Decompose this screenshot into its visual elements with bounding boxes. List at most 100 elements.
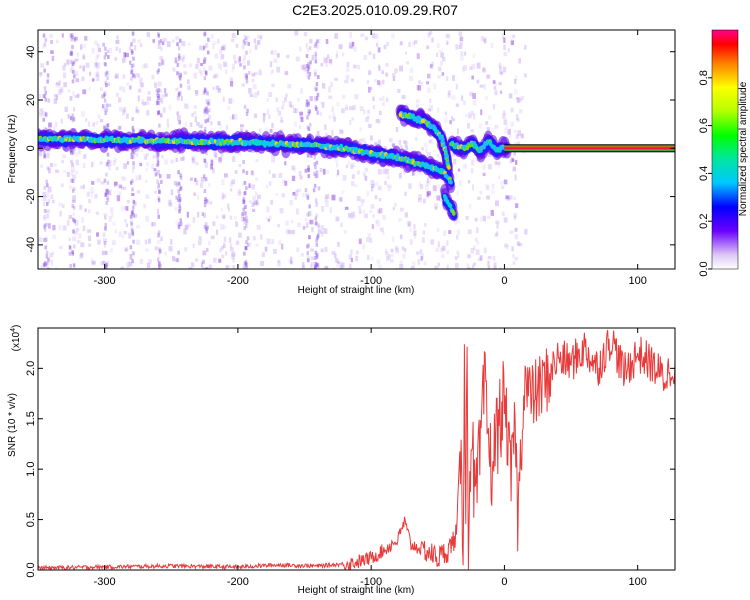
noise-speck: [509, 230, 514, 235]
noise-speck: [411, 171, 415, 176]
noise-speck: [156, 179, 159, 184]
noise-streak: [243, 216, 246, 221]
noise-speck: [281, 179, 285, 184]
noise-speck: [81, 76, 85, 82]
noise-speck: [101, 94, 106, 99]
noise-speck: [469, 114, 472, 119]
noise-streak: [156, 90, 160, 95]
noise-speck: [313, 86, 318, 91]
x-tick-label: 100: [629, 275, 647, 287]
noise-speck: [97, 239, 101, 245]
noise-streak: [316, 263, 320, 268]
noise-speck: [331, 106, 334, 113]
noise-streak: [71, 113, 75, 118]
noise-streak: [245, 223, 248, 228]
noise-speck: [70, 159, 73, 164]
noise-speck: [50, 194, 54, 200]
noise-speck: [235, 43, 239, 48]
noise-speck: [251, 170, 255, 177]
noise-speck: [103, 244, 106, 248]
noise-speck: [145, 248, 149, 252]
noise-speck: [399, 260, 403, 265]
noise-speck: [446, 250, 450, 254]
noise-speck: [443, 230, 447, 236]
noise-speck: [241, 213, 244, 218]
noise-speck: [43, 127, 47, 131]
noise-speck: [184, 224, 189, 230]
noise-speck: [210, 121, 213, 126]
noise-speck: [114, 157, 117, 163]
noise-streak: [105, 162, 109, 167]
noise-speck: [294, 194, 297, 201]
noise-speck: [273, 50, 277, 56]
noise-speck: [164, 159, 168, 165]
noise-speck: [145, 153, 149, 157]
noise-streak: [203, 158, 206, 163]
noise-speck: [156, 209, 160, 215]
noise-speck: [215, 153, 218, 157]
noise-speck: [350, 257, 354, 263]
spectrogram-x-axis: -300 -200 -100 0 100: [94, 30, 647, 287]
noise-speck: [112, 159, 116, 166]
noise-streak: [44, 261, 47, 266]
noise-streak: [46, 183, 49, 188]
noise-speck: [90, 258, 94, 264]
x-tick-label: 100: [629, 576, 647, 588]
noise-speck: [453, 158, 457, 165]
noise-speck: [503, 217, 508, 223]
noise-speck: [214, 73, 219, 79]
noise-speck: [208, 240, 211, 246]
noise-speck: [49, 33, 53, 39]
noise-streak: [307, 101, 310, 106]
noise-speck: [221, 214, 226, 219]
noise-speck: [42, 44, 46, 49]
noise-streak: [304, 188, 308, 193]
noise-speck: [175, 87, 179, 92]
noise-streak: [154, 172, 158, 177]
noise-speck: [219, 64, 222, 70]
noise-speck: [387, 186, 391, 192]
noise-speck: [287, 84, 292, 89]
noise-speck: [398, 218, 403, 222]
noise-speck: [460, 51, 464, 56]
noise-speck: [230, 188, 233, 192]
noise-speck: [362, 209, 365, 214]
noise-streak: [44, 97, 47, 102]
noise-speck: [324, 246, 328, 253]
noise-speck: [237, 57, 241, 63]
noise-speck: [212, 74, 216, 79]
noise-streak: [314, 266, 317, 269]
noise-speck: [289, 199, 293, 206]
noise-streak: [105, 103, 109, 108]
noise-streak: [106, 180, 110, 185]
noise-speck: [487, 164, 492, 170]
noise-streak: [158, 123, 161, 128]
noise-speck: [126, 199, 130, 204]
noise-speck: [269, 215, 272, 220]
noise-speck: [399, 65, 404, 72]
noise-speck: [450, 116, 454, 120]
noise-streak: [177, 53, 181, 58]
noise-speck: [280, 119, 284, 124]
noise-speck: [449, 120, 452, 125]
noise-speck: [377, 64, 381, 68]
noise-speck: [358, 138, 363, 143]
noise-streak: [47, 257, 50, 262]
noise-speck: [408, 183, 412, 189]
noise-speck: [513, 89, 518, 95]
noise-streak: [176, 197, 180, 202]
noise-speck: [374, 79, 378, 83]
noise-speck: [251, 78, 255, 83]
noise-speck: [116, 92, 119, 97]
noise-speck: [479, 255, 483, 261]
noise-streak: [70, 37, 73, 42]
noise-speck: [482, 164, 486, 171]
noise-speck: [498, 62, 502, 68]
noise-speck: [261, 252, 266, 258]
noise-streak: [306, 153, 309, 158]
noise-speck: [122, 109, 126, 116]
noise-speck: [482, 67, 485, 71]
noise-speck: [229, 247, 234, 252]
noise-speck: [441, 72, 445, 76]
noise-speck: [370, 204, 375, 209]
